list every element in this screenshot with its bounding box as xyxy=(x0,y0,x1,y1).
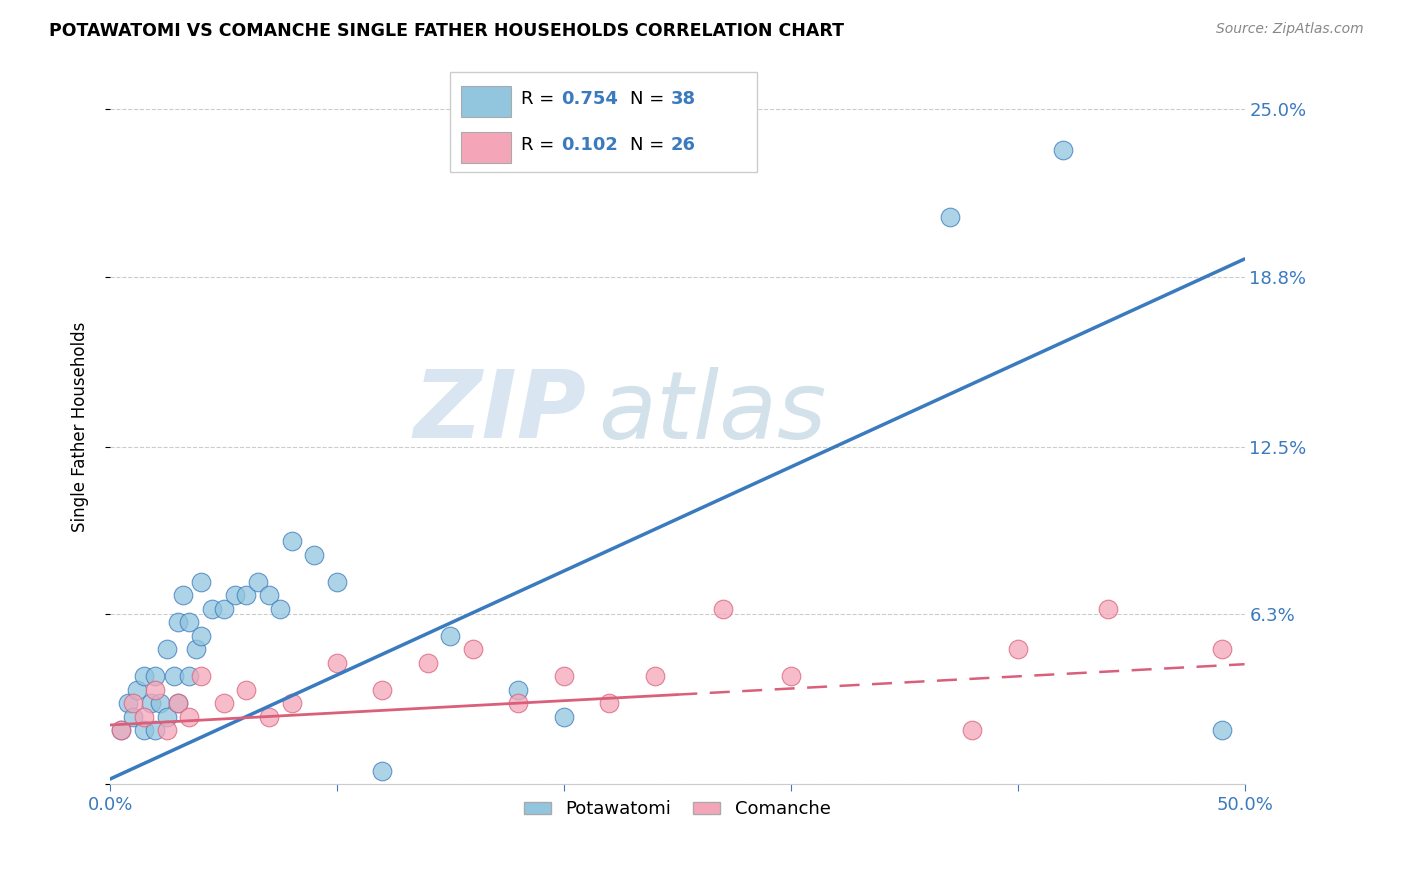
Text: 26: 26 xyxy=(671,136,696,154)
Point xyxy=(149,697,172,711)
Text: R =: R = xyxy=(520,136,560,154)
Point xyxy=(938,210,960,224)
FancyBboxPatch shape xyxy=(450,72,756,172)
Text: 0.754: 0.754 xyxy=(561,90,619,108)
Point xyxy=(132,710,155,724)
Point xyxy=(553,669,575,683)
Point xyxy=(190,629,212,643)
Text: POTAWATOMI VS COMANCHE SINGLE FATHER HOUSEHOLDS CORRELATION CHART: POTAWATOMI VS COMANCHE SINGLE FATHER HOU… xyxy=(49,22,844,40)
Point xyxy=(246,574,269,589)
Y-axis label: Single Father Households: Single Father Households xyxy=(72,321,89,532)
Point xyxy=(280,697,302,711)
Point xyxy=(371,764,394,778)
Point xyxy=(508,682,530,697)
Point xyxy=(145,723,167,738)
Point xyxy=(1052,143,1074,157)
Point xyxy=(1097,602,1119,616)
Text: atlas: atlas xyxy=(598,367,827,458)
Point xyxy=(132,723,155,738)
Point xyxy=(186,642,208,657)
Point xyxy=(962,723,984,738)
Point xyxy=(553,710,575,724)
Point xyxy=(257,710,280,724)
Point xyxy=(439,629,461,643)
Point xyxy=(145,682,167,697)
Point xyxy=(304,548,326,562)
Point xyxy=(257,588,280,602)
Point xyxy=(110,723,132,738)
Point xyxy=(190,574,212,589)
Point xyxy=(1211,723,1233,738)
Point xyxy=(162,669,184,683)
Point xyxy=(1007,642,1029,657)
Point xyxy=(127,682,149,697)
Point xyxy=(201,602,224,616)
Point xyxy=(280,534,302,549)
Legend: Potawatomi, Comanche: Potawatomi, Comanche xyxy=(517,793,838,825)
Point xyxy=(179,710,201,724)
Point xyxy=(167,697,190,711)
Point xyxy=(779,669,801,683)
Point xyxy=(235,682,257,697)
Point xyxy=(167,615,190,630)
Text: 0.102: 0.102 xyxy=(561,136,619,154)
Point xyxy=(326,656,349,670)
Point xyxy=(117,697,139,711)
Point xyxy=(212,602,235,616)
Text: Source: ZipAtlas.com: Source: ZipAtlas.com xyxy=(1216,22,1364,37)
Text: R =: R = xyxy=(520,90,560,108)
FancyBboxPatch shape xyxy=(461,131,510,163)
Point xyxy=(190,669,212,683)
Point xyxy=(156,642,179,657)
Point xyxy=(416,656,439,670)
Point xyxy=(121,697,143,711)
Point xyxy=(179,615,201,630)
Point xyxy=(371,682,394,697)
Point xyxy=(110,723,132,738)
Point xyxy=(711,602,734,616)
Text: ZIP: ZIP xyxy=(413,366,586,458)
Point xyxy=(139,697,162,711)
Point xyxy=(461,642,484,657)
Text: N =: N = xyxy=(630,90,669,108)
Point xyxy=(235,588,257,602)
Point xyxy=(326,574,349,589)
Point xyxy=(172,588,194,602)
Point xyxy=(156,723,179,738)
Point xyxy=(224,588,246,602)
Point xyxy=(269,602,291,616)
Point xyxy=(644,669,666,683)
Point xyxy=(132,669,155,683)
Point xyxy=(598,697,620,711)
Point xyxy=(179,669,201,683)
Point xyxy=(145,669,167,683)
Point xyxy=(508,697,530,711)
FancyBboxPatch shape xyxy=(461,86,510,117)
Point xyxy=(121,710,143,724)
Point xyxy=(1211,642,1233,657)
Text: N =: N = xyxy=(630,136,669,154)
Point xyxy=(156,710,179,724)
Text: 38: 38 xyxy=(671,90,696,108)
Point xyxy=(167,697,190,711)
Point xyxy=(212,697,235,711)
